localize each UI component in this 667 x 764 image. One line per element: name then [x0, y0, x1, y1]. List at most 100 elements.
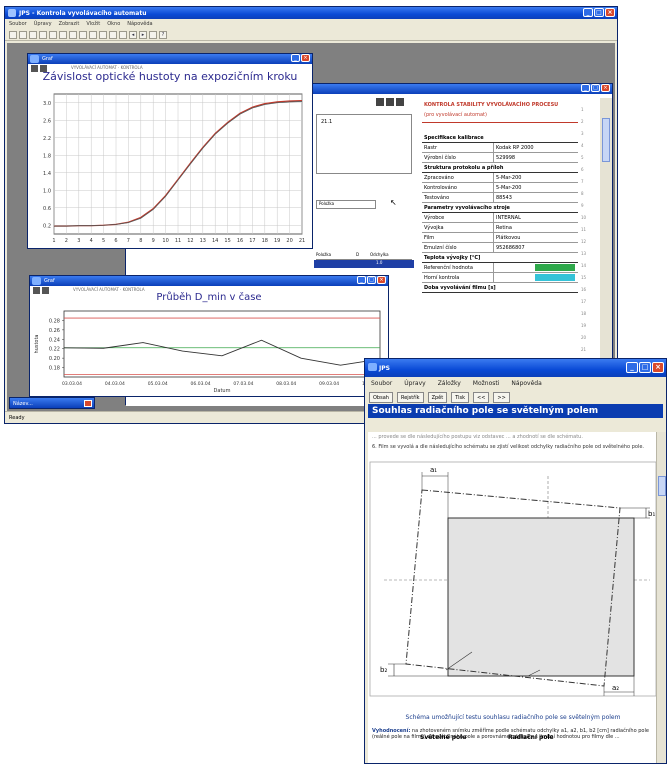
help-scrollbar[interactable] — [656, 432, 666, 763]
menu-help[interactable]: Nápověda — [127, 21, 153, 27]
x-tick-label: 8 — [139, 238, 142, 244]
report-sections: Specifikace kalibrace Rastr Kodak RP 2000 V… — [422, 133, 578, 293]
print-icon[interactable] — [376, 98, 384, 106]
undo-icon[interactable] — [79, 30, 87, 39]
status-text: Ready — [9, 415, 25, 421]
row-number: 21 — [581, 347, 587, 352]
y-tick-label: 2.2 — [43, 136, 51, 142]
help-toolbar: Obsah Rejstřík Zpět Tisk << >> — [365, 390, 666, 404]
paste-icon[interactable] — [69, 30, 77, 39]
minimize-button[interactable]: _ — [583, 8, 593, 17]
chart1-minimize-button[interactable]: _ — [291, 54, 300, 62]
chart2-minimize-button[interactable]: _ — [357, 276, 366, 284]
help-scrollbar-thumb[interactable] — [658, 476, 666, 496]
export-icon[interactable] — [386, 98, 394, 106]
next-button[interactable]: >> — [493, 391, 510, 403]
table-icon[interactable] — [109, 30, 117, 39]
menu-edit[interactable]: Úpravy — [33, 21, 52, 27]
help-title-bar: JPS _ □ × — [365, 359, 666, 377]
help-menu-help[interactable]: Nápověda — [511, 380, 542, 387]
report-row-value: INTERNAL — [496, 214, 521, 221]
chart2-title-bar: Graf _ □ × — [30, 276, 388, 286]
zoom-icon[interactable] — [149, 30, 157, 39]
back-button[interactable]: Zpět — [427, 391, 448, 403]
arrow-left-icon[interactable]: ◂ — [129, 30, 137, 39]
filter-icon[interactable] — [119, 30, 127, 39]
chart2-window-title: Graf — [44, 278, 55, 284]
report-row: Zpracováno 5-Mar-200 — [422, 173, 578, 183]
print-icon[interactable] — [39, 30, 47, 39]
x-tick-label: 1 — [52, 238, 55, 244]
save-icon[interactable] — [29, 30, 37, 39]
help-close-button[interactable]: × — [652, 362, 664, 373]
report-row: Testováno 88543 — [422, 193, 578, 203]
protocol-selected-row[interactable]: 1.0 — [314, 260, 414, 268]
arrow-right-icon[interactable]: ▸ — [139, 30, 147, 39]
help-menu-edit[interactable]: Úpravy — [404, 380, 426, 387]
help-menu-bookmarks[interactable]: Záložky — [437, 380, 461, 387]
protocol-toolbar-icons — [376, 98, 404, 106]
help-menu-file[interactable]: Soubor — [371, 380, 393, 387]
maximize-button[interactable]: □ — [594, 8, 604, 17]
index-button[interactable]: Rejstřík — [396, 391, 424, 403]
evaluation-note: Vyhodnocení: na zhotoveném snímku změřím… — [368, 722, 658, 746]
chart2-plot: 0.18 0.20 0.22 0.24 0.26 0.28 hustota 03.03.04 0… — [34, 310, 382, 394]
protocol-scrollbar[interactable] — [600, 98, 612, 404]
protocol-form-panel: 21.1 — [316, 114, 412, 174]
menu-view[interactable]: Zobrazit — [58, 21, 80, 27]
chart-window-dmin: Graf _ □ × VYVOLÁVACÍ AUTOMAT · KONTROLA… — [29, 275, 389, 397]
close-button[interactable]: × — [605, 8, 615, 17]
chart2-close-button[interactable]: × — [377, 276, 386, 284]
contents-button[interactable]: Obsah — [369, 391, 393, 403]
chart2-maximize-button[interactable]: □ — [367, 276, 376, 284]
protocol-minimize-button[interactable]: _ — [581, 84, 590, 92]
new-icon[interactable] — [9, 30, 17, 39]
restore-icon[interactable] — [84, 400, 92, 407]
cut-icon[interactable] — [49, 30, 57, 39]
copy-icon[interactable] — [59, 30, 67, 39]
redo-icon[interactable] — [89, 30, 97, 39]
label-a1: a₁ — [430, 466, 437, 474]
report-row: Rastr Kodak RP 2000 — [422, 143, 578, 153]
protocol-maximize-button[interactable]: □ — [591, 84, 600, 92]
protocol-close-button[interactable]: × — [601, 84, 610, 92]
print-button[interactable]: Tisk — [451, 391, 470, 403]
y-axis-label: hustota — [34, 335, 40, 354]
menu-insert[interactable]: Vložit — [86, 21, 101, 27]
row-number: 2 — [581, 119, 584, 124]
y-tick-label: 2.6 — [43, 118, 51, 124]
y-tick-label: 0.22 — [49, 347, 60, 353]
report-section-title: Parametry vyvolávacího stroje — [422, 203, 578, 213]
chart1-plot: 1 2 3 4 5 6 7 8 9 10 11 12 13 14 15 16 17 18 19 20 210.20.61… — [43, 93, 305, 244]
row-number: 12 — [581, 239, 587, 244]
minimized-window[interactable]: Název... — [9, 397, 95, 409]
prev-button[interactable]: << — [473, 391, 490, 403]
help-maximize-button[interactable]: □ — [639, 362, 651, 373]
save-icon[interactable] — [42, 287, 49, 294]
chart1-close-button[interactable]: × — [301, 54, 310, 62]
window-icon — [32, 277, 41, 285]
x-tick-label: 7 — [127, 238, 130, 244]
save-icon[interactable] — [40, 65, 47, 72]
row-number: 13 — [581, 251, 587, 256]
help-menu-options[interactable]: Možnosti — [472, 380, 500, 387]
chart-icon[interactable] — [99, 30, 107, 39]
status-swatch-cyan — [535, 274, 575, 281]
scrollbar-thumb[interactable] — [602, 118, 610, 162]
menu-window[interactable]: Okno — [107, 21, 121, 27]
open-icon[interactable] — [19, 30, 27, 39]
report-row-label: Kontrolováno — [422, 183, 494, 192]
menu-file[interactable]: Soubor — [9, 21, 27, 27]
radiation-field — [447, 517, 635, 677]
label-b2: b₂ — [380, 666, 387, 674]
help-icon[interactable]: ? — [159, 30, 167, 39]
help-paragraph-1: ... provede se dle následujícího postupu… — [372, 434, 583, 440]
report-subtitle: (pro vyvolávací automat) — [422, 112, 578, 123]
print-icon[interactable] — [31, 65, 38, 72]
x-tick-label: 06.03.04 — [191, 381, 211, 387]
help-minimize-button[interactable]: _ — [626, 362, 638, 373]
series-line-1 — [54, 101, 303, 227]
print-icon[interactable] — [33, 287, 40, 294]
close-pane-icon[interactable] — [396, 98, 404, 106]
help-heading: Souhlas radiačního pole se světelným pol… — [368, 404, 663, 418]
